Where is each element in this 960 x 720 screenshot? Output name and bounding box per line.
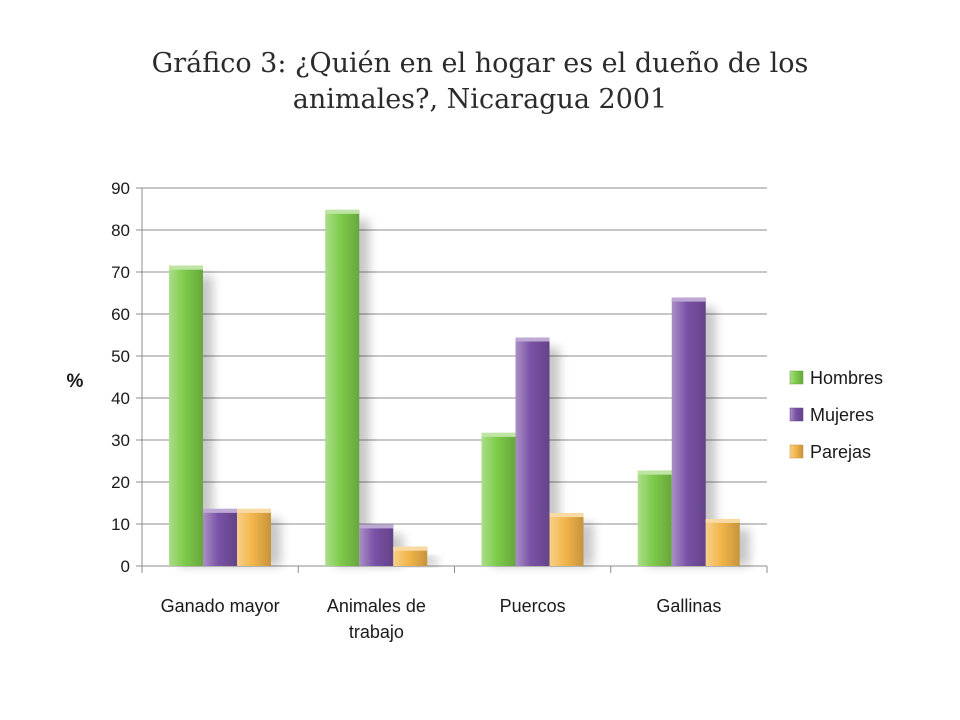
x-category-label: Animales de trabajo (327, 596, 426, 642)
x-category-label-line: trabajo (349, 622, 404, 642)
y-tick-label: 80 (111, 221, 130, 240)
bar-hombres (637, 470, 672, 566)
y-tick-label: 0 (121, 557, 130, 576)
y-tick-label: 70 (111, 263, 130, 282)
y-tick-label: 30 (111, 431, 130, 450)
bar-parejas (549, 513, 584, 566)
y-tick-label: 20 (111, 473, 130, 492)
x-category-label-line: Puercos (500, 596, 566, 616)
bar-parejas (393, 546, 428, 566)
legend-label-hombres: Hombres (810, 368, 883, 388)
legend-label-mujeres: Mujeres (810, 405, 874, 425)
legend-swatch-parejas (789, 444, 804, 459)
y-tick-label: 90 (111, 179, 130, 198)
bar-mujeres (359, 524, 394, 566)
bar-top-highlight (325, 209, 360, 214)
bar-mujeres (515, 337, 550, 566)
x-category-label: Gallinas (656, 596, 721, 616)
x-category-label-line: Animales de (327, 596, 426, 616)
x-category-label-line: Gallinas (656, 596, 721, 616)
bar-parejas (705, 518, 740, 566)
bar-top-highlight (359, 524, 394, 529)
bar-parejas (237, 508, 271, 566)
bar-top-highlight (481, 432, 516, 437)
x-category-label: Ganado mayor (161, 596, 280, 616)
legend-swatch-mujeres (789, 407, 804, 422)
chart-title-line-2: animales?, Nicaragua 2001 (292, 84, 668, 115)
y-axis-label: % (67, 371, 84, 392)
y-tick-label: 50 (111, 347, 130, 366)
bar-top-highlight (671, 297, 706, 302)
bar-mujeres (203, 508, 237, 566)
bar-top-highlight (169, 265, 203, 270)
chart-title: Gráfico 3: ¿Quién en el hogar es el dueñ… (60, 46, 900, 118)
y-tick-label: 60 (111, 305, 130, 324)
bar-hombres (325, 209, 360, 566)
legend-label-parejas: Parejas (810, 442, 871, 462)
bar-top-highlight (637, 470, 672, 475)
bar-mujeres (671, 297, 706, 566)
chart-title-line-1: Gráfico 3: ¿Quién en el hogar es el dueñ… (151, 48, 809, 79)
bar-hombres (169, 265, 203, 566)
x-category-label: Puercos (500, 596, 566, 616)
y-tick-label: 40 (111, 389, 130, 408)
bar-top-highlight (203, 508, 237, 513)
bar-hombres (481, 432, 516, 566)
legend-swatch-hombres (789, 370, 804, 385)
y-tick-label: 10 (111, 515, 130, 534)
bar-top-highlight (549, 513, 584, 518)
x-category-label-line: Ganado mayor (161, 596, 280, 616)
bar-top-highlight (515, 337, 550, 342)
bar-top-highlight (705, 518, 740, 523)
bar-top-highlight (237, 508, 271, 513)
bar-top-highlight (393, 546, 428, 551)
